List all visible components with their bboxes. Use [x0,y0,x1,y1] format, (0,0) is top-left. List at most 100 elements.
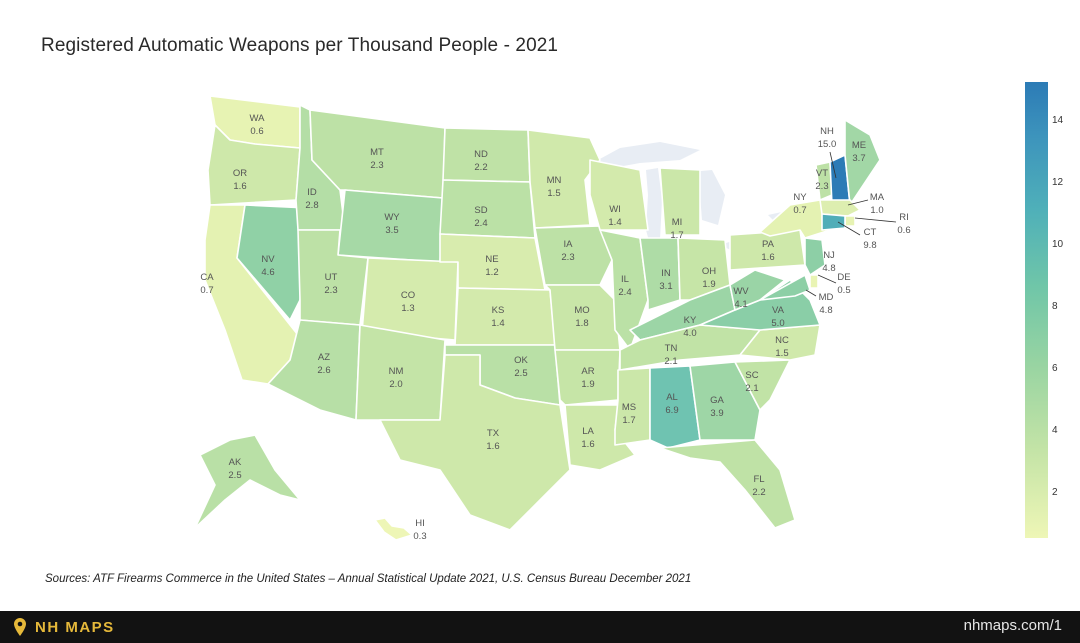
state-label-sd: SD 2.4 [474,205,487,229]
state-nj[interactable] [804,237,826,276]
state-code: FL [753,474,764,485]
state-label-vt: VT 2.3 [815,168,828,192]
state-wv[interactable] [729,269,786,311]
state-ga[interactable] [689,361,761,441]
state-code: KS [492,305,505,316]
state-code: IN [661,268,671,279]
state-label-al: AL 6.9 [665,392,678,416]
state-label-wa: WA 0.6 [250,113,266,137]
state-value: 1.4 [608,217,621,228]
state-code: WI [609,204,621,215]
state-code: MD [819,292,834,303]
state-code: IA [564,239,574,250]
state-code: NV [261,254,275,265]
state-value: 0.6 [897,225,910,236]
state-value: 1.3 [401,303,414,314]
state-code: MT [370,147,384,158]
state-label-mt: MT 2.3 [370,147,384,171]
state-value: 1.4 [491,318,504,329]
state-ri[interactable] [844,215,856,227]
state-code: CT [864,227,877,238]
state-code: OR [233,168,247,179]
state-value: 2.4 [618,287,631,298]
state-label-co: CO 1.3 [401,290,415,314]
state-ia[interactable] [534,225,613,286]
state-label-nh: NH 15.0 [818,126,837,150]
state-code: HI [415,518,425,529]
scale-tick-4: 4 [1052,425,1058,436]
state-label-ca: CA 0.7 [200,272,214,296]
map-pin-icon [14,618,26,636]
state-code: MI [672,217,683,228]
state-label-ms: MS 1.7 [622,402,636,426]
state-value: 0.6 [250,126,263,137]
state-value: 1.9 [702,279,715,290]
state-label-in: IN 3.1 [659,268,672,292]
state-label-il: IL 2.4 [618,274,631,298]
state-pa[interactable] [729,229,806,271]
state-wi[interactable] [589,159,649,231]
state-value: 4.8 [819,305,832,316]
state-nc[interactable] [739,324,821,361]
state-label-tn: TN 2.1 [664,343,677,367]
state-al[interactable] [649,365,701,449]
state-me[interactable] [844,119,881,206]
state-code: MN [547,175,562,186]
state-ks[interactable] [454,287,556,346]
state-label-ne: NE 1.2 [485,254,498,278]
state-value: 2.4 [474,218,487,229]
state-code: AL [666,392,678,403]
state-value: 0.5 [837,285,850,296]
state-tx[interactable] [379,354,571,531]
state-hi[interactable] [374,517,413,541]
state-mn[interactable] [527,129,601,229]
state-in[interactable] [639,237,681,311]
state-ny[interactable] [759,199,831,239]
state-code: OK [514,355,528,366]
state-label-wv: WV 4.1 [733,286,749,310]
site-link[interactable]: nhmaps.com/1 [963,617,1062,634]
state-label-wy: WY 3.5 [384,212,400,236]
state-label-la: LA 1.6 [581,426,594,450]
state-label-id: ID 2.8 [305,187,318,211]
state-label-ga: GA 3.9 [710,395,724,419]
state-ma[interactable] [819,199,861,217]
state-value: 3.7 [852,153,865,164]
state-code: NY [793,192,807,203]
state-value: 1.9 [581,379,594,390]
state-md[interactable] [759,274,811,301]
state-code: SC [745,370,758,381]
state-fl[interactable] [659,439,796,529]
state-code: ND [474,149,488,160]
ma-callout-line [847,199,869,206]
state-code: LA [582,426,594,437]
state-value: 4.6 [261,267,274,278]
state-code: SD [474,205,487,216]
state-ar[interactable] [554,349,621,406]
state-value: 1.5 [775,348,788,359]
state-label-ct: CT 9.8 [863,227,876,251]
state-value: 0.7 [793,205,806,216]
state-label-mn: MN 1.5 [547,175,562,199]
state-code: NH [820,126,834,137]
state-label-tx: TX 1.6 [486,428,499,452]
state-label-nj: NJ 4.8 [822,250,835,274]
state-value: 2.3 [561,252,574,263]
state-code: CA [200,272,214,283]
state-label-nm: NM 2.0 [389,366,404,390]
state-sc[interactable] [734,359,791,411]
state-ct[interactable] [821,213,846,231]
state-value: 4.0 [683,328,696,339]
state-code: CO [401,290,415,301]
state-label-me: ME 3.7 [852,140,866,164]
state-mi[interactable] [659,167,701,236]
source-note: Sources: ATF Firearms Commerce in the Un… [45,573,692,585]
state-label-ut: UT 2.3 [324,272,337,296]
state-ak[interactable] [194,434,301,529]
state-value: 1.5 [547,188,560,199]
state-de[interactable] [809,274,819,289]
state-label-ky: KY 4.0 [683,315,697,339]
state-label-md: MD 4.8 [819,292,834,316]
state-ut[interactable] [297,229,369,326]
state-label-ma: MA 1.0 [870,192,885,216]
